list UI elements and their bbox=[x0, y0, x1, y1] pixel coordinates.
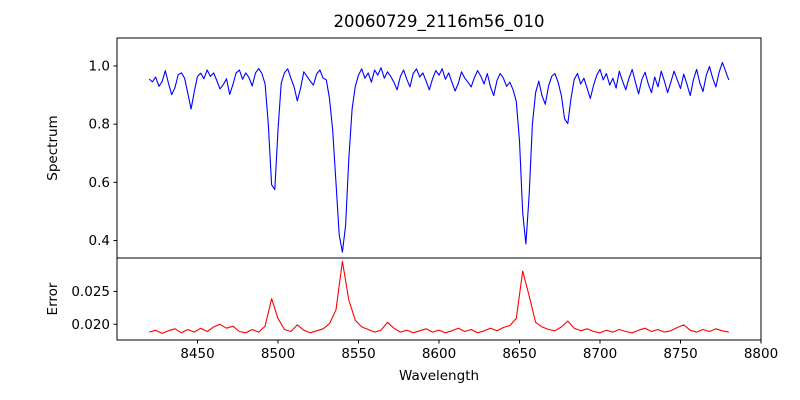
x-tick-label: 8650 bbox=[502, 346, 536, 362]
panel-frame-spectrum bbox=[116, 37, 762, 259]
y-axis-label-error: Error bbox=[45, 282, 61, 315]
y-tick-label-spectrum: 0.6 bbox=[89, 175, 110, 191]
plot-title: 20060729_2116m56_010 bbox=[333, 12, 544, 32]
x-tick-label: 8750 bbox=[663, 346, 697, 362]
axes-layer: 0.4 0.6 0.8 1.0 0.020 0.025 8450 8500 8550 8600 86… bbox=[71, 37, 778, 362]
y-tick-label-error: 0.025 bbox=[71, 284, 110, 300]
x-tick-label: 8700 bbox=[583, 346, 617, 362]
spectrum-flux-curve bbox=[148, 61, 730, 253]
y-tick-label-spectrum: 0.8 bbox=[89, 117, 110, 133]
error-values-curve bbox=[149, 260, 729, 334]
y-axis-label-spectrum: Spectrum bbox=[45, 115, 61, 180]
x-axis-label: Wavelength bbox=[399, 368, 479, 384]
panel-frame-error bbox=[116, 257, 762, 341]
x-tick-label: 8800 bbox=[744, 346, 778, 362]
x-tick-label: 8600 bbox=[422, 346, 456, 362]
y-tick-label-error: 0.020 bbox=[71, 317, 110, 333]
x-tick-label: 8550 bbox=[341, 346, 375, 362]
y-tick-label-spectrum: 1.0 bbox=[89, 58, 110, 74]
y-tick-label-spectrum: 0.4 bbox=[89, 233, 110, 249]
x-tick-label: 8450 bbox=[180, 346, 214, 362]
x-tick-label: 8500 bbox=[261, 346, 295, 362]
